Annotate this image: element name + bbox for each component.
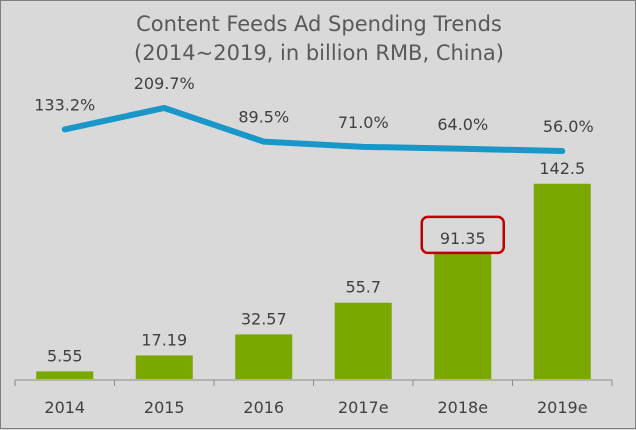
bar-label-2014: 5.55 [47, 346, 83, 365]
bar-label-2017e: 55.7 [345, 278, 381, 297]
chart-subtitle: (2014~2019, in billion RMB, China) [134, 41, 504, 65]
growth-label-2014: 133.2% [34, 95, 95, 114]
bar-2014 [36, 371, 93, 379]
bar-label-2019e: 142.5 [539, 159, 585, 178]
chart-title: Content Feeds Ad Spending Trends [136, 12, 502, 36]
x-tick-label-2019e: 2019e [537, 398, 588, 417]
bar-label-2015: 17.19 [141, 330, 187, 349]
x-tick-label-2016: 2016 [243, 398, 284, 417]
bar-2015 [136, 355, 193, 379]
bar-2017e [335, 303, 392, 379]
bar-2016 [235, 334, 292, 379]
bar-label-2016: 32.57 [241, 309, 287, 328]
bar-2018e [434, 254, 491, 379]
growth-label-2018e: 64.0% [437, 115, 488, 134]
growth-label-2017e: 71.0% [338, 113, 389, 132]
growth-label-2019e: 56.0% [543, 117, 594, 136]
x-tick-label-2018e: 2018e [437, 398, 488, 417]
bar-2019e [534, 184, 591, 379]
growth-label-2015: 209.7% [134, 74, 195, 93]
bar-label-2018e: 91.35 [440, 229, 486, 248]
x-tick-label-2015: 2015 [144, 398, 185, 417]
x-tick-label-2014: 2014 [44, 398, 85, 417]
x-tick-label-2017e: 2017e [338, 398, 389, 417]
growth-label-2016: 89.5% [238, 108, 289, 127]
